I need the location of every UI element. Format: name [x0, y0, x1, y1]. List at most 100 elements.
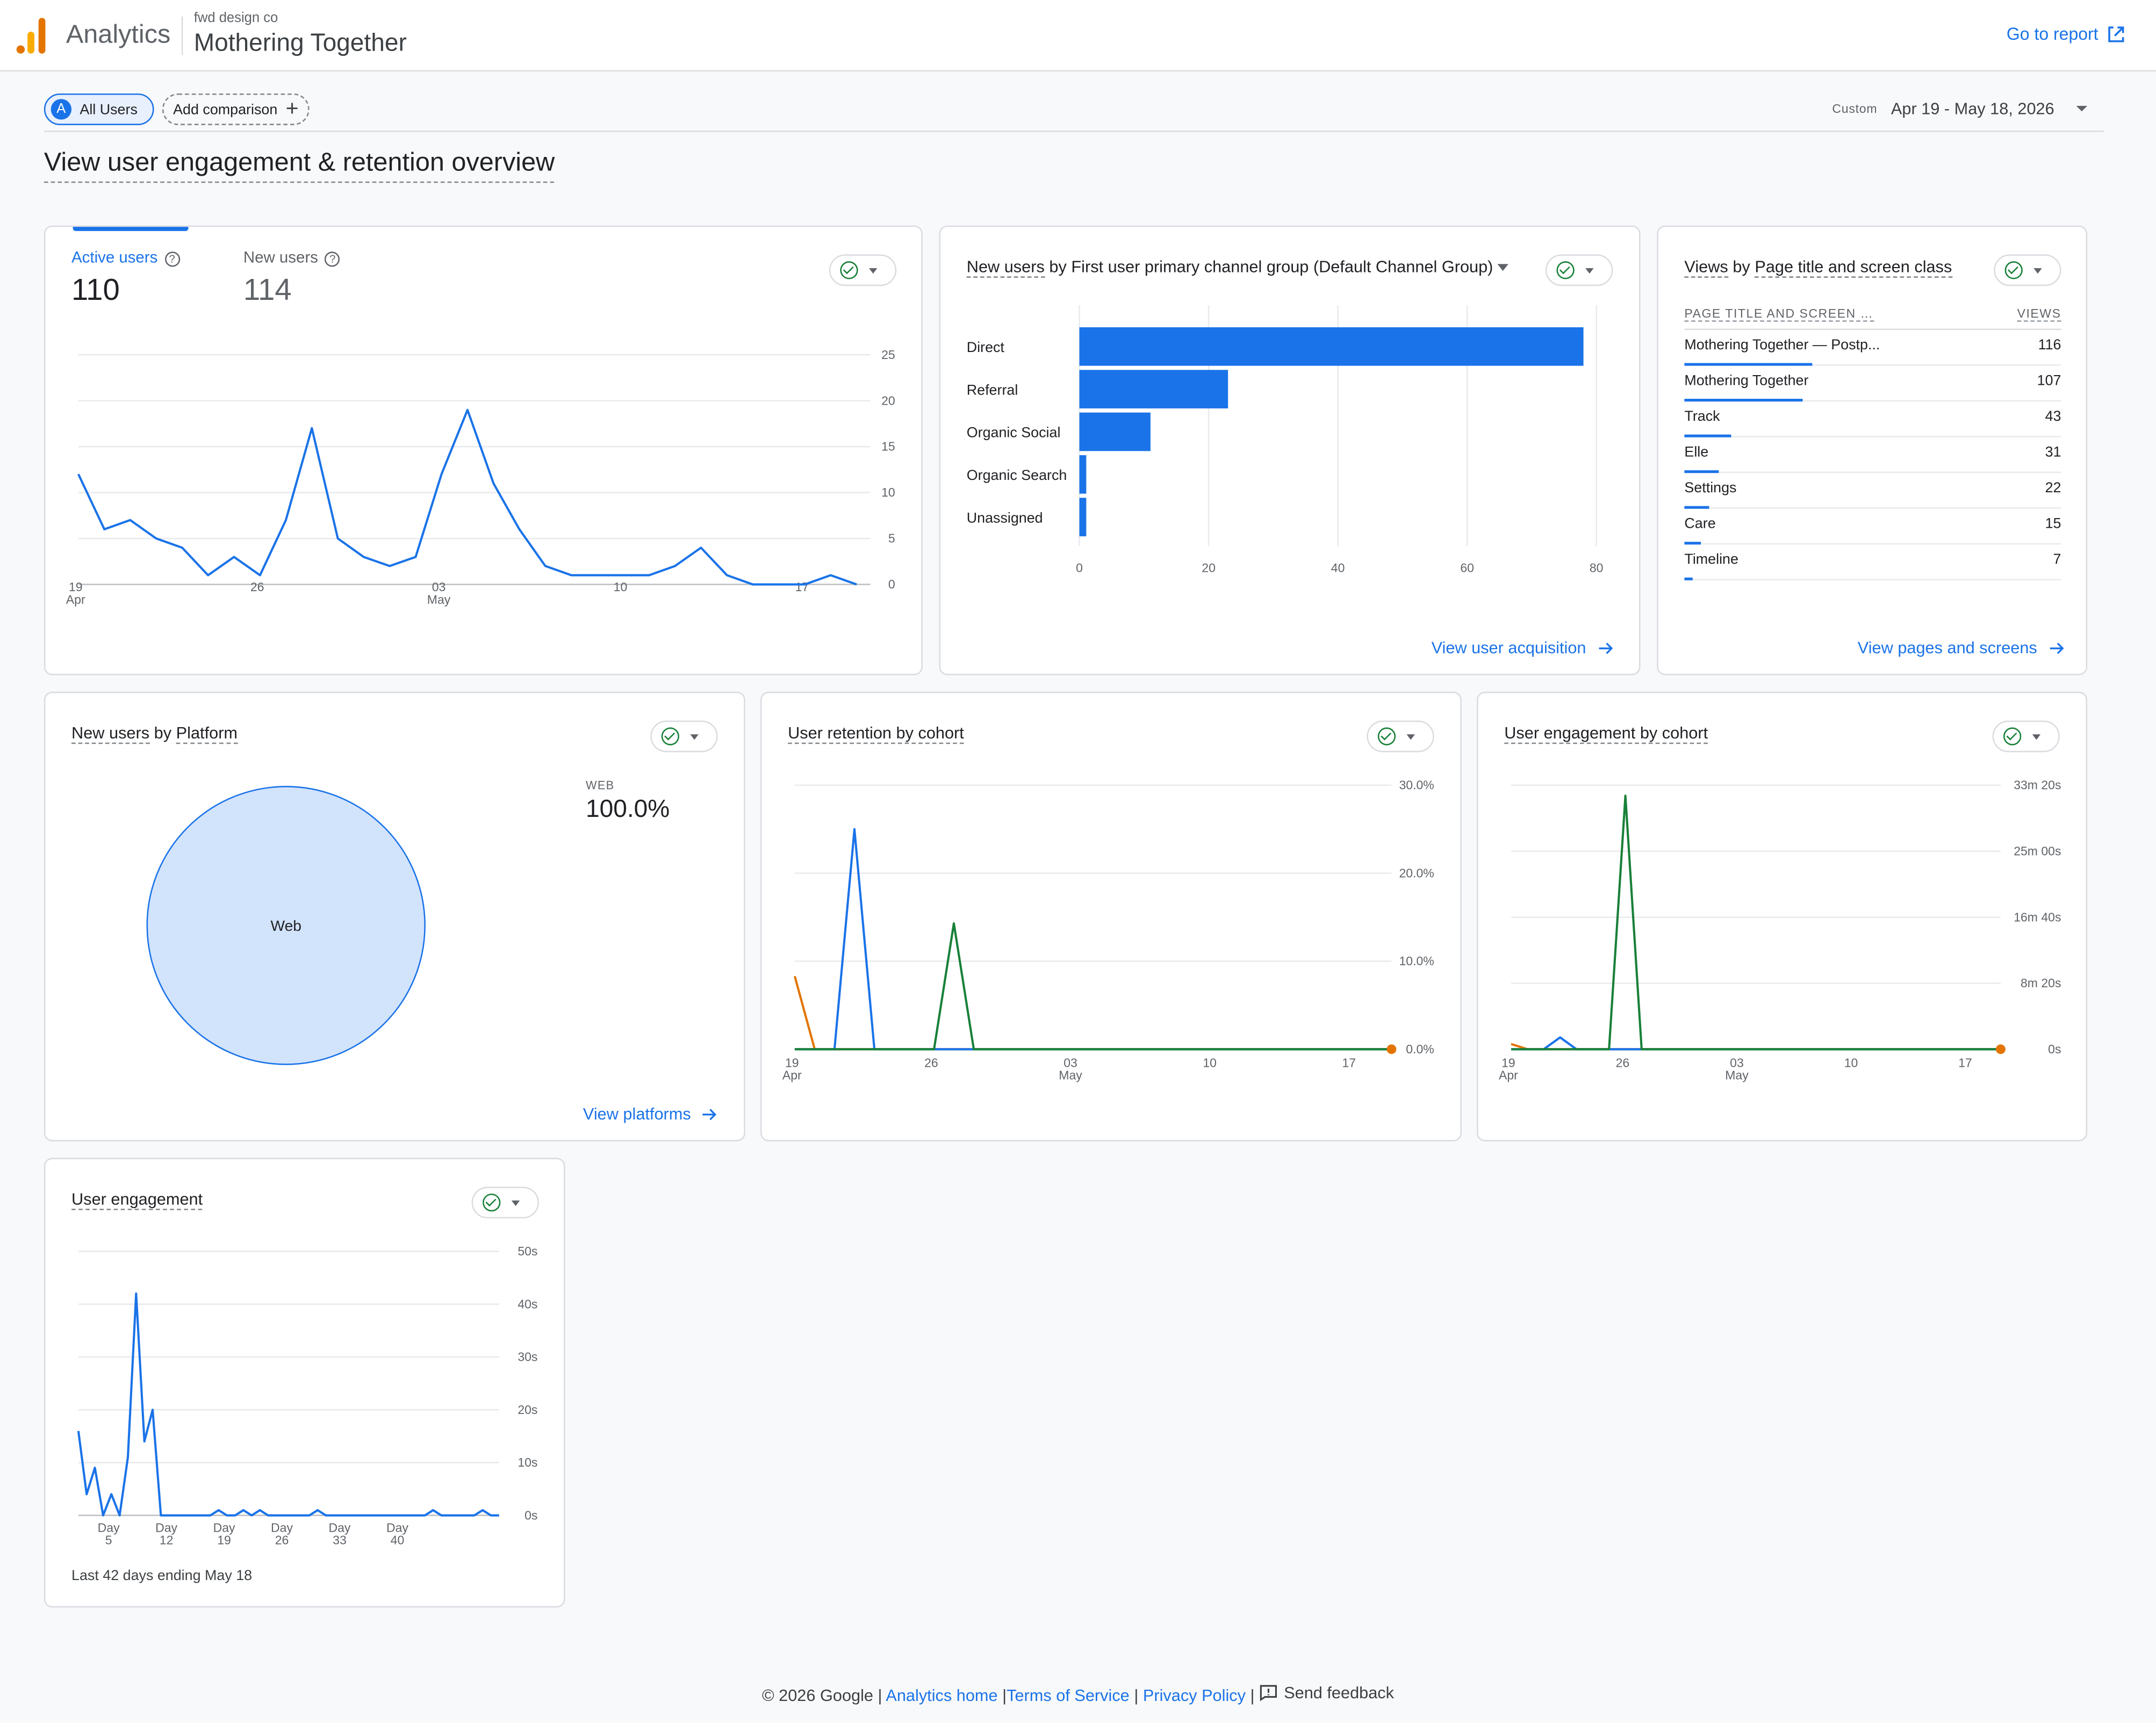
title-dimension[interactable]: Platform	[176, 723, 238, 744]
today-marker	[1386, 1044, 1397, 1054]
title-metric[interactable]: New users	[966, 257, 1045, 278]
x-tick-sublabel: 12	[160, 1533, 174, 1547]
tab-new-users[interactable]: New users? 114	[243, 250, 340, 308]
analytics-logo-icon[interactable]	[16, 18, 47, 54]
title-text[interactable]: User retention by cohort	[788, 723, 964, 744]
x-tick-label: 17	[795, 580, 809, 594]
check-circle-icon	[1377, 727, 1396, 745]
engagement-cohort-card: User engagement by cohort 0s 8m 20s 16m 40…	[1477, 692, 2088, 1142]
view-platforms-link[interactable]: View platforms	[583, 1104, 717, 1123]
arrow-right-icon	[2049, 642, 2064, 654]
title-metric[interactable]: New users	[71, 723, 149, 744]
table-row[interactable]: Timeline 7	[1684, 544, 2061, 580]
x-tick-label: Day	[155, 1520, 177, 1534]
legend-key: WEB	[586, 778, 615, 792]
pages-table: PAGE TITLE AND SCREEN … VIEWS Mothering …	[1684, 307, 2061, 580]
title-text[interactable]: User engagement by cohort	[1504, 723, 1708, 744]
card-title[interactable]: Views by Page title and screen class	[1684, 257, 1952, 278]
tab-active-users[interactable]: Active users? 110	[71, 250, 180, 308]
segment-label: All Users	[80, 101, 138, 118]
card-options-button[interactable]	[1545, 254, 1613, 286]
send-feedback-button[interactable]: Send feedback	[1259, 1683, 1394, 1703]
card-options-button[interactable]	[650, 720, 718, 752]
separator: |	[1134, 1685, 1139, 1705]
x-tick-sublabel: May	[1059, 1068, 1082, 1082]
terms-link[interactable]: Terms of Service	[1007, 1685, 1130, 1705]
table-row[interactable]: Mothering Together — Postp... 116	[1684, 330, 2061, 366]
separator: |	[1250, 1685, 1255, 1705]
card-options-button[interactable]	[1992, 720, 2060, 752]
card-options-button[interactable]	[471, 1187, 540, 1219]
active-users-card: Active users? 110 New users? 114 0 5 10 15 2…	[44, 225, 923, 676]
title-text[interactable]: User engagement	[71, 1189, 203, 1210]
x-tick-label: 19	[1501, 1056, 1515, 1070]
date-range-picker[interactable]: Custom Apr 19 - May 18, 2026	[1832, 99, 2088, 118]
legend-value: 100.0%	[586, 794, 670, 823]
add-comparison-button[interactable]: Add comparison +	[162, 93, 310, 125]
y-tick-label: 20.0%	[1399, 866, 1434, 880]
dimension-dropdown-icon[interactable]	[1497, 264, 1508, 271]
page-title[interactable]: View user engagement & retention overvie…	[44, 148, 555, 183]
table-row[interactable]: Settings 22	[1684, 473, 2061, 509]
row-bar	[1684, 506, 1709, 509]
bar	[1079, 455, 1087, 494]
row-value: 7	[2053, 551, 2061, 568]
help-icon[interactable]: ?	[164, 250, 180, 267]
privacy-link[interactable]: Privacy Policy	[1142, 1685, 1246, 1705]
view-pages-and-screens-link[interactable]: View pages and screens	[1858, 638, 2064, 657]
category-label: Organic Social	[967, 425, 1061, 441]
column-header[interactable]: PAGE TITLE AND SCREEN …	[1684, 307, 1874, 322]
title-by: by	[154, 723, 172, 743]
card-title[interactable]: User engagement by cohort	[1504, 723, 1708, 744]
app-name[interactable]: Analytics	[66, 20, 171, 50]
x-tick-sublabel: May	[1725, 1068, 1749, 1082]
category-label: Referral	[967, 382, 1018, 398]
card-title[interactable]: New users by Platform	[71, 723, 238, 744]
x-tick-label: 19	[69, 580, 83, 594]
chevron-down-icon	[511, 1200, 520, 1205]
go-to-report-label: Go to report	[2006, 25, 2098, 44]
table-row[interactable]: Care 15	[1684, 509, 2061, 545]
metric-value: 114	[243, 272, 292, 307]
check-circle-icon	[2003, 727, 2022, 745]
row-bar	[1684, 470, 1719, 473]
go-to-report-link[interactable]: Go to report	[2007, 25, 2126, 44]
category-label: Unassigned	[967, 509, 1043, 526]
row-value: 43	[2045, 408, 2061, 425]
title-metric[interactable]: Views	[1684, 257, 1728, 278]
x-tick-label: 03	[432, 580, 446, 594]
segment-chip-all-users[interactable]: A All Users	[44, 93, 154, 125]
title-dimension[interactable]: First user primary channel group (Defaul…	[1071, 257, 1493, 277]
row-bar	[1684, 542, 1701, 545]
view-user-acquisition-link[interactable]: View user acquisition	[1432, 638, 1613, 657]
column-header[interactable]: VIEWS	[2017, 307, 2061, 322]
x-tick-sublabel: Apr	[1499, 1068, 1518, 1082]
row-value: 22	[2045, 479, 2061, 497]
property-name[interactable]: Mothering Together	[193, 28, 407, 56]
title-dimension[interactable]: Page title and screen class	[1755, 257, 1952, 278]
y-tick-label: 50s	[518, 1244, 537, 1258]
row-bar	[1684, 363, 1813, 366]
table-row[interactable]: Elle 31	[1684, 437, 2061, 473]
card-title[interactable]: User retention by cohort	[788, 723, 964, 744]
card-options-button[interactable]	[1367, 720, 1434, 752]
x-tick-sublabel: May	[427, 592, 451, 606]
card-options-button[interactable]	[829, 254, 897, 286]
chevron-down-icon	[1406, 734, 1415, 740]
card-title[interactable]: New users by First user primary channel …	[966, 257, 1508, 278]
card-options-button[interactable]	[1994, 254, 2061, 286]
row-label: Elle	[1684, 444, 1709, 461]
table-row[interactable]: Track 43	[1684, 401, 2061, 437]
check-circle-icon	[483, 1193, 501, 1212]
selected-tab-indicator	[73, 227, 189, 231]
account-name[interactable]: fwd design co	[193, 11, 278, 26]
card-title[interactable]: User engagement	[71, 1189, 203, 1210]
help-icon[interactable]: ?	[325, 250, 340, 267]
y-tick-label: 25m 00s	[2014, 844, 2061, 858]
arrow-right-icon	[1598, 642, 1613, 654]
pie-label: Web	[271, 917, 301, 934]
user-engagement-chart: 0s10s20s30s40s50sDay5Day12Day19Day26Day3…	[77, 1244, 537, 1547]
table-row[interactable]: Mothering Together 107	[1684, 366, 2061, 402]
analytics-home-link[interactable]: Analytics home	[886, 1685, 998, 1705]
